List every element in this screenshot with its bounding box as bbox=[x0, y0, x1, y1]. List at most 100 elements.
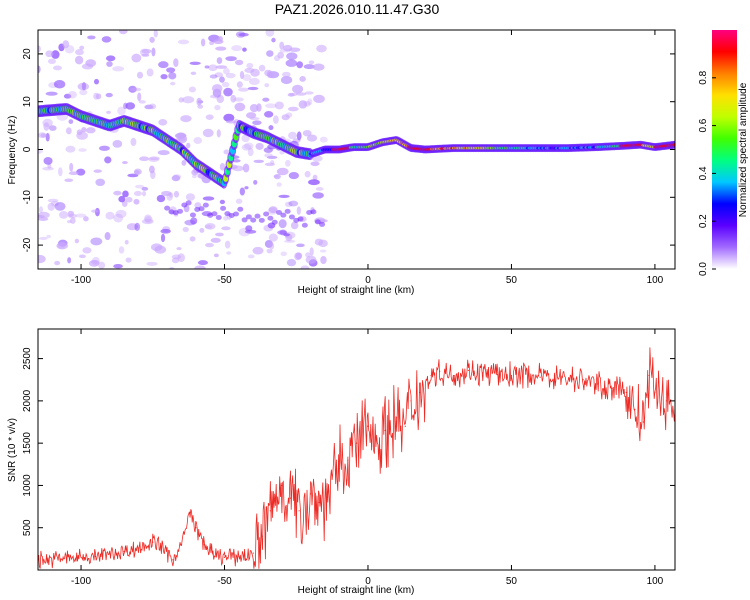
x-tick-label: 0 bbox=[365, 275, 371, 286]
spectrogram-noise-blob bbox=[75, 49, 84, 56]
spectrogram-noise-blob bbox=[266, 248, 273, 254]
spectrogram-noise-blob bbox=[215, 46, 227, 51]
spectrogram-noise-blob bbox=[230, 94, 237, 103]
snr-point bbox=[367, 425, 369, 427]
spectrogram-noise-blob bbox=[79, 89, 88, 96]
snr-point bbox=[467, 369, 470, 372]
snr-point bbox=[309, 493, 312, 495]
spectrogram-branch-blob bbox=[310, 209, 317, 215]
spectrogram-noise-blob bbox=[282, 71, 291, 78]
spectrogram-noise-blob bbox=[223, 149, 230, 155]
spectrogram-branch-blob bbox=[250, 217, 257, 223]
spectrogram-noise-blob bbox=[268, 125, 274, 131]
figure-title: PAZ1.2026.010.11.47.G30 bbox=[275, 1, 440, 17]
spectrogram-noise-blob bbox=[258, 64, 266, 72]
spectrogram-noise-blob bbox=[313, 94, 325, 104]
spectrogram-noise-blob bbox=[213, 253, 219, 258]
snr-point bbox=[66, 557, 68, 559]
spectrogram-branch-blob bbox=[198, 206, 205, 212]
snr-point bbox=[539, 376, 541, 378]
spectrogram-noise-blob bbox=[104, 156, 112, 164]
spectrogram-noise-blob bbox=[248, 77, 260, 86]
spectrogram-noise-blob bbox=[67, 210, 75, 218]
spectrogram-noise-blob bbox=[113, 190, 122, 196]
spectrogram-noise-blob bbox=[98, 261, 106, 269]
spectrogram-noise-blob bbox=[279, 41, 285, 50]
spectrogram-branch-blob bbox=[241, 217, 248, 223]
snr-point bbox=[94, 555, 96, 558]
spectrogram-noise-blob bbox=[283, 233, 290, 237]
y-tick-label: -20 bbox=[22, 237, 33, 252]
snr-point bbox=[261, 535, 263, 537]
spectrogram-noise-blob bbox=[255, 142, 264, 150]
spectrogram-noise-blob bbox=[237, 87, 249, 92]
colorbar-ticks: 0.0 0.2 0.4 0.6 0.8 bbox=[698, 70, 716, 276]
spectrogram-x-ticks: -100 -50 0 50 100 bbox=[71, 30, 664, 286]
spectrogram-noise-blob bbox=[172, 174, 182, 180]
spectrogram-noise-blob bbox=[264, 69, 272, 77]
spectrogram-noise-blob bbox=[175, 137, 186, 141]
spectrogram-noise-blob bbox=[40, 133, 47, 138]
spectrogram-noise-blob bbox=[112, 66, 125, 72]
spectrogram-noise-blob bbox=[215, 232, 224, 237]
spectrogram-branch-blob bbox=[284, 208, 291, 214]
spectrogram-noise-blob bbox=[67, 90, 77, 99]
spectrogram-noise-blob bbox=[294, 252, 302, 261]
x-tick-label: 0 bbox=[365, 576, 371, 587]
spectrogram-noise-blob bbox=[234, 102, 246, 112]
spectrogram-noise-blob bbox=[200, 38, 206, 47]
snr-point bbox=[338, 467, 340, 470]
spectrogram-noise-blob bbox=[43, 122, 50, 131]
spectrogram-noise-blob bbox=[287, 106, 299, 112]
spectrogram-noise-blob bbox=[146, 261, 158, 266]
spectrogram-noise-blob bbox=[149, 36, 155, 43]
spectrogram-noise-blob bbox=[276, 182, 282, 187]
spectrogram-noise-blob bbox=[194, 265, 206, 269]
spectrogram-noise-blob bbox=[239, 70, 245, 80]
spectrogram-trace-core bbox=[672, 143, 675, 147]
spectrogram-noise-blob bbox=[250, 68, 260, 77]
spectrogram-noise-blob bbox=[288, 171, 300, 180]
spectrogram-noise-blob bbox=[98, 145, 110, 151]
spectrogram-noise-blob bbox=[43, 156, 53, 165]
spectrogram-noise-blob bbox=[211, 84, 223, 93]
spectrogram-noise-blob bbox=[67, 257, 72, 264]
spectrogram-noise-blob bbox=[146, 68, 154, 77]
spectrogram-noise-blob bbox=[205, 114, 214, 120]
spectrogram-noise-blob bbox=[112, 140, 123, 148]
spectrogram-noise-blob bbox=[123, 102, 128, 110]
snr-point bbox=[439, 370, 441, 372]
x-tick-label: -100 bbox=[71, 576, 91, 587]
spectrogram-noise-blob bbox=[265, 30, 275, 37]
spectrogram-noise-blob bbox=[286, 52, 298, 60]
spectrogram-noise-blob bbox=[122, 161, 128, 165]
spectrogram-noise-blob bbox=[312, 192, 324, 199]
spectrogram-noise-blob bbox=[252, 120, 262, 126]
spectrogram-noise-blob bbox=[74, 238, 80, 244]
spectrogram-noise-blob bbox=[95, 93, 102, 100]
x-tick-label: -50 bbox=[217, 576, 232, 587]
spectrogram-noise-blob bbox=[68, 171, 79, 176]
spectrogram-noise-blob bbox=[246, 62, 254, 69]
spectrogram-noise-blob bbox=[215, 65, 228, 69]
spectrogram-noise-blob bbox=[141, 48, 152, 54]
spectrogram-noise-blob bbox=[66, 127, 72, 135]
spectrogram-noise-blob bbox=[288, 200, 299, 207]
spectrogram-noise-blob bbox=[85, 59, 97, 67]
spectrogram-noise-blob bbox=[57, 167, 63, 177]
spectrogram-noise-blob bbox=[209, 94, 221, 99]
spectrogram-noise-blob bbox=[38, 149, 43, 154]
spectrogram-noise-blob bbox=[312, 63, 325, 71]
spectrogram-noise-blob bbox=[280, 75, 293, 85]
spectrogram-noise-blob bbox=[296, 131, 302, 141]
spectrogram-noise-blob bbox=[48, 125, 57, 131]
spectrogram-noise-blob bbox=[279, 48, 291, 53]
spectrogram-noise-blob bbox=[38, 236, 48, 240]
spectrogram-noise-blob bbox=[316, 44, 327, 53]
spectrogram-noise-blob bbox=[279, 150, 285, 155]
spectrogram-noise-blob bbox=[88, 260, 100, 267]
x-tick-label: 100 bbox=[647, 576, 664, 587]
spectrogram-heatmap bbox=[38, 30, 675, 269]
spectrogram-noise-blob bbox=[309, 247, 314, 257]
spectrogram-noise-blob bbox=[219, 76, 225, 83]
